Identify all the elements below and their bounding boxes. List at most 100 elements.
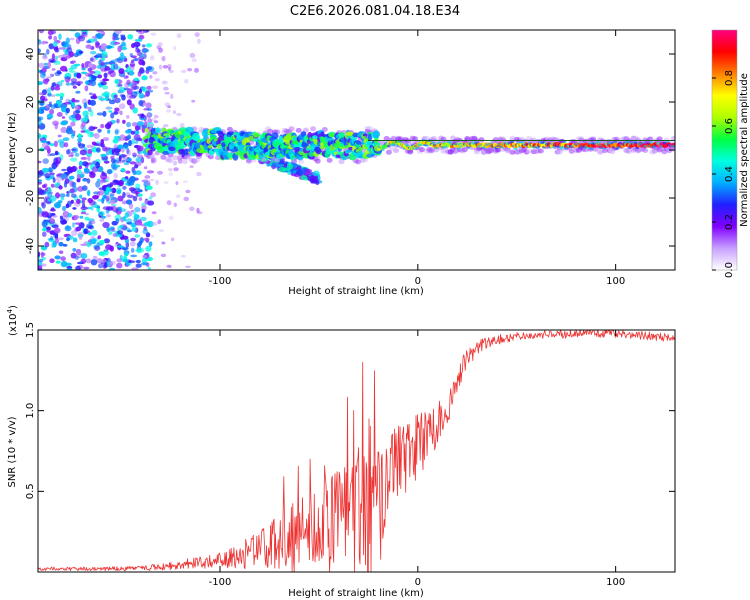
spectrogram-cell (145, 180, 151, 187)
colorbar: 0.0 0.2 0.4 0.6 0.8 Normalized spectral ampl… (711, 29, 750, 278)
spectrogram-cell (124, 182, 129, 186)
spectrogram-cell (50, 236, 54, 241)
spectrogram-cell (80, 156, 88, 160)
spectrogram-cell (80, 211, 86, 215)
spectrogram-cell (113, 164, 121, 168)
spectrogram-cell (275, 163, 283, 168)
spectrogram-cell (64, 56, 71, 59)
spectrogram-cell (109, 199, 116, 205)
spectrogram-cell (113, 179, 120, 184)
spectrogram-cell (88, 225, 93, 229)
spectrogram-cell (113, 41, 121, 45)
spectrogram-cell (393, 148, 400, 154)
spectrogram-cell (85, 44, 92, 49)
spectrogram-cell (82, 185, 88, 191)
spectrogram-x-axis-label: Height of straight line (km) (288, 286, 424, 297)
spectrogram-cell (59, 92, 65, 98)
spectrogram-cell (288, 126, 295, 132)
spectrogram-cell (367, 126, 373, 131)
spectrogram-cell (185, 265, 191, 268)
spectrogram-cell (194, 67, 199, 73)
spectrogram-cell (147, 118, 153, 124)
spectrogram-cell (70, 131, 75, 139)
spectrogram-cell (130, 254, 138, 258)
spectrogram-cell (100, 31, 104, 34)
spectrogram-cell (191, 58, 197, 62)
spectrogram-cell (328, 133, 336, 138)
spectrogram-cell (102, 221, 110, 229)
spectrogram-cell (106, 106, 111, 111)
spectrogram-cell (49, 258, 55, 264)
spectrogram-cell (148, 123, 155, 127)
spectrogram-cell (152, 221, 158, 226)
spectrogram-cell (197, 38, 201, 44)
spectrogram-cell (117, 230, 124, 235)
spectrogram-cell (132, 170, 137, 176)
spectrogram-cell (670, 136, 675, 141)
spectrogram-cell (58, 33, 62, 40)
spectrogram-cell (38, 30, 44, 34)
spectrogram-cell (38, 172, 46, 177)
spectrogram-cell (136, 121, 144, 127)
colorbar-bar (712, 30, 737, 270)
spectrogram-cell (66, 237, 70, 242)
spectrogram-cell (50, 85, 55, 91)
spectrogram-cell (182, 180, 188, 183)
spectrogram-cell (51, 224, 59, 229)
spectrogram-cell (39, 69, 43, 74)
spectrogram-cell (102, 137, 110, 142)
spectrogram-cell (75, 105, 79, 111)
spectrogram-cell (46, 198, 53, 202)
spectrogram-y-tick-label: -20 (25, 190, 36, 206)
spectrogram-cell (138, 193, 143, 197)
spectrogram-cell (122, 119, 126, 124)
spectrogram-cell (86, 189, 91, 197)
spectrogram-cell (117, 45, 122, 53)
spectrogram-cell (92, 195, 99, 200)
spectrogram-cell (64, 225, 72, 232)
spectrogram-cell (99, 179, 107, 183)
spectrogram-cell (115, 218, 120, 224)
spectrogram-cell (114, 30, 122, 35)
spectrogram-cell (57, 134, 62, 138)
spectrogram-cell (43, 62, 48, 66)
spectrogram-cell (96, 112, 104, 116)
spectrogram-cell (76, 72, 82, 79)
spectrogram-cell (109, 226, 115, 230)
spectrogram-cell (380, 148, 385, 152)
spectrogram-cell (300, 131, 307, 137)
spectrogram-cell (138, 88, 142, 94)
spectrogram-cell (62, 205, 67, 212)
spectrogram-cell (67, 212, 73, 218)
spectrogram-cell (88, 126, 96, 131)
spectrogram-cell (44, 241, 50, 248)
spectrogram-cell (125, 170, 131, 174)
spectrogram-cell (142, 254, 147, 259)
spectrogram-cell (141, 44, 146, 48)
spectrogram-cell (610, 141, 615, 145)
spectrogram-cell (129, 63, 136, 67)
spectrogram-cell (109, 260, 116, 265)
spectrogram-cell (46, 226, 51, 231)
spectrogram-cell (72, 248, 77, 252)
spectrogram-cell (504, 148, 511, 154)
spectrogram-cell (123, 162, 130, 166)
spectrogram-cell (72, 85, 77, 89)
spectrogram-cell (119, 224, 123, 228)
spectrogram-image (38, 30, 675, 270)
spectrogram-cell (187, 68, 193, 72)
spectrogram-cell (92, 133, 98, 137)
spectrogram-cell (165, 109, 172, 113)
spectrogram-cell (137, 49, 141, 53)
spectrogram-cell (146, 170, 155, 174)
spectrogram-cell (121, 247, 129, 250)
spectrogram-cell (127, 194, 134, 199)
spectrogram-cell (80, 253, 88, 259)
spectrogram-cell (287, 170, 292, 176)
spectrogram-cell (124, 69, 128, 73)
spectrogram-cell (42, 263, 47, 267)
spectrogram-cell (321, 127, 328, 132)
spectrogram-cell (96, 258, 103, 264)
spectrogram-cell (46, 113, 54, 119)
spectrogram-cell (48, 35, 52, 40)
